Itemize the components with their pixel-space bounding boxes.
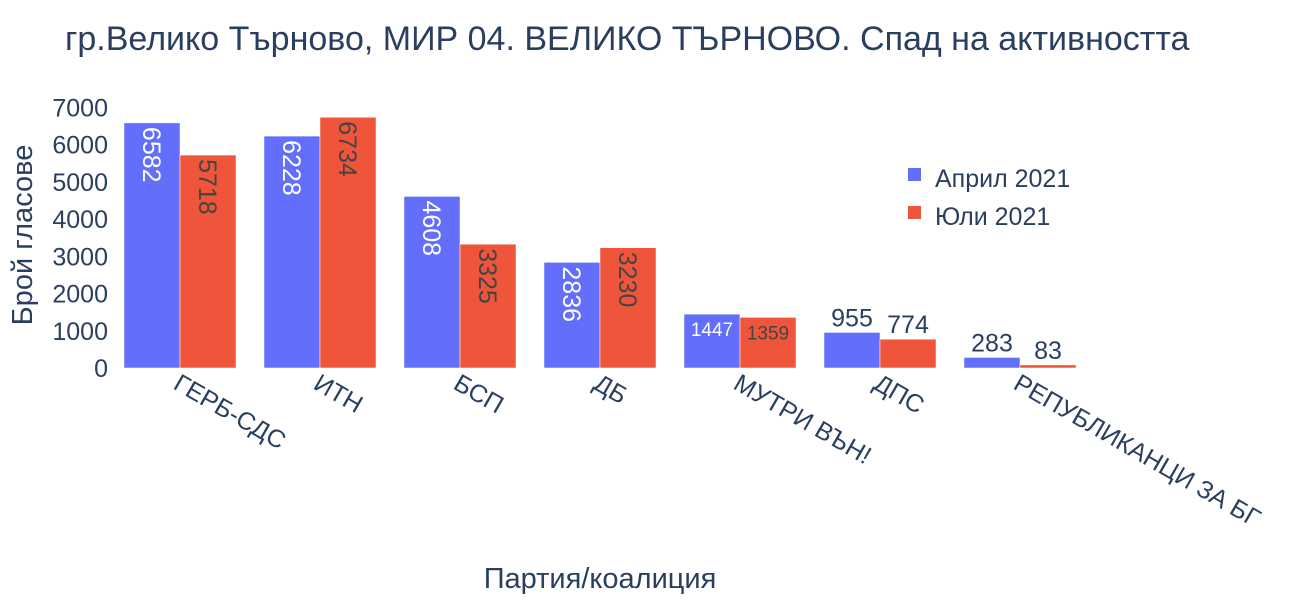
- x-tick-label: МУТРИ ВЪН!: [729, 369, 876, 470]
- bar-value-label: 83: [1034, 337, 1062, 365]
- legend-label[interactable]: Април 2021: [935, 165, 1070, 193]
- y-tick-label: 4000: [52, 206, 108, 234]
- y-axis-ticks: 0 1000 2000 3000 4000 5000 6000 7000: [52, 94, 108, 383]
- legend-label[interactable]: Юли 2021: [935, 203, 1050, 231]
- bar[interactable]: [179, 154, 237, 369]
- bar[interactable]: [123, 122, 181, 369]
- x-tick-label: РЕПУБЛИКАНЦИ ЗА БГ: [1009, 369, 1265, 533]
- x-tick-label: ГЕРБ-СДС: [169, 369, 290, 455]
- x-axis-label: Партия/коалиция: [484, 563, 717, 595]
- y-tick-label: 2000: [52, 281, 108, 309]
- x-tick-label: БСП: [449, 369, 508, 419]
- y-tick-label: 3000: [52, 243, 108, 271]
- bar-value-label: 2836: [557, 266, 585, 322]
- bar[interactable]: [319, 117, 377, 369]
- bar-value-label: 955: [831, 304, 873, 332]
- bar[interactable]: [263, 135, 321, 369]
- y-axis-label: Брой гласове: [7, 145, 39, 326]
- bar[interactable]: [683, 313, 741, 369]
- y-tick-label: 1000: [52, 318, 108, 346]
- bar-value-label: 1359: [747, 323, 789, 344]
- x-axis-ticks: ГЕРБ-СДС ИТН БСП ДБ МУТРИ ВЪН!ДПС РЕПУБЛИКАНЦ…: [169, 369, 1265, 533]
- bar-value-label: 6228: [277, 140, 305, 196]
- bar-value-label: 4608: [417, 200, 445, 256]
- bar-value-label: 3325: [473, 248, 501, 304]
- bar-value-label: 283: [971, 329, 1013, 357]
- bar-value-label: 774: [887, 311, 929, 339]
- x-tick-label: ДПС: [869, 369, 929, 420]
- bar-value-label: 6734: [333, 121, 361, 177]
- y-tick-label: 7000: [52, 94, 108, 122]
- legend-swatch[interactable]: [908, 168, 921, 181]
- legend[interactable]: Април 2021 Юли 2021: [908, 165, 1070, 231]
- y-tick-label: 5000: [52, 169, 108, 197]
- bars: [123, 117, 1077, 369]
- bar[interactable]: [459, 243, 517, 369]
- bar-value-label: 1447: [691, 320, 733, 341]
- y-tick-label: 0: [94, 355, 108, 383]
- bar[interactable]: [1019, 364, 1077, 369]
- bar-value-label: 5718: [193, 159, 221, 215]
- bar[interactable]: [403, 196, 461, 369]
- bar[interactable]: [879, 338, 937, 369]
- bar-value-label: 6582: [137, 127, 165, 183]
- y-tick-label: 6000: [52, 132, 108, 160]
- legend-swatch[interactable]: [908, 206, 921, 219]
- bar[interactable]: [823, 332, 881, 369]
- bar[interactable]: [599, 247, 657, 369]
- bar[interactable]: [543, 262, 601, 369]
- x-tick-label: ИТН: [309, 369, 367, 419]
- bar-value-label: 3230: [613, 252, 641, 308]
- chart-title: гр.Велико Търново, МИР 04. ВЕЛИКО ТЪРНОВ…: [65, 20, 1190, 58]
- bar[interactable]: [739, 317, 797, 369]
- data-labels: 6582 5718 6228 6734 4608 3325 2836 3230 1447 1359…: [137, 121, 1062, 365]
- x-tick-label: ДБ: [589, 369, 632, 410]
- bar[interactable]: [963, 357, 1021, 369]
